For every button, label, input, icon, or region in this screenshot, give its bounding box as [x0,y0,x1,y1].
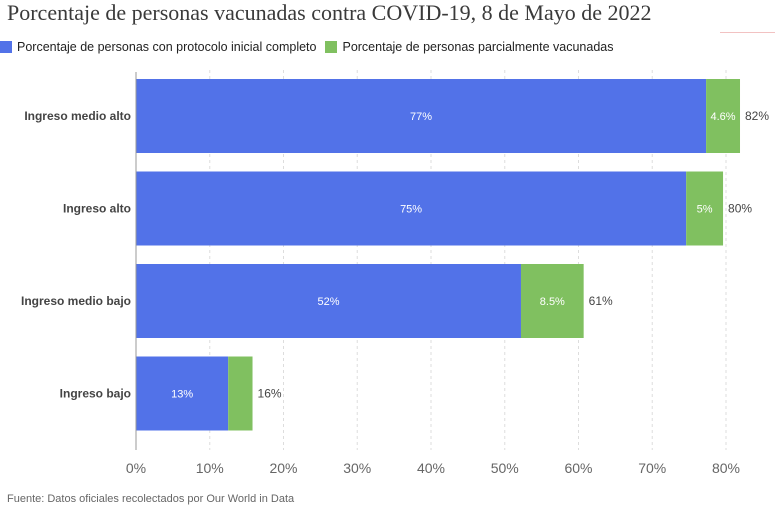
x-tick-label-80: 80% [712,460,740,476]
bar-complete-3 [136,356,229,431]
bar-partial-3 [228,356,253,431]
legend-label-partial: Porcentaje de personas parcialmente vacu… [342,40,614,54]
bar-label-complete-1: 75% [400,204,422,216]
x-tick-label-20: 20% [269,460,297,476]
x-tick-label-10: 10% [196,460,224,476]
legend-item-partial[interactable]: Porcentaje de personas parcialmente vacu… [325,40,614,54]
x-tick-label-40: 40% [417,460,445,476]
total-label-1: 80% [728,202,752,216]
bar-complete-0 [136,79,707,153]
x-tick-label-70: 70% [638,460,666,476]
bar-label-partial-0: 4.6% [711,111,736,123]
total-label-0: 82% [745,109,769,123]
legend: Porcentaje de personas con protocolo ini… [0,40,623,54]
category-label-1: Ingreso alto [63,202,131,216]
legend-item-complete[interactable]: Porcentaje de personas con protocolo ini… [0,40,316,54]
category-label-3: Ingreso bajo [60,387,131,401]
bar-partial-2 [520,264,584,338]
legend-label-complete: Porcentaje de personas con protocolo ini… [17,40,317,54]
title-divider [720,32,775,33]
bar-partial-0 [706,79,741,153]
bar-label-complete-2: 52% [317,296,339,308]
category-label-2: Ingreso medio bajo [21,294,131,308]
bar-label-complete-0: 77% [410,111,432,123]
total-label-3: 16% [258,387,282,401]
x-tick-label-60: 60% [564,460,592,476]
bar-label-partial-2: 8.5% [540,296,565,308]
source-note: Fuente: Datos oficiales recolectados por… [7,493,295,505]
bar-partial-1 [686,171,724,246]
x-tick-label-50: 50% [491,460,519,476]
category-label-0: Ingreso medio alto [24,109,131,123]
legend-swatch-complete [0,41,12,53]
bar-complete-1 [136,171,687,246]
chart-title: Porcentaje de personas vacunadas contra … [7,0,652,25]
bar-complete-2 [136,264,521,338]
bar-label-partial-1: 5% [697,204,713,216]
total-label-2: 61% [589,294,613,308]
legend-swatch-partial [325,41,338,53]
x-tick-label-30: 30% [343,460,371,476]
bar-label-complete-3: 13% [171,389,193,401]
x-tick-label-0: 0% [126,460,146,476]
